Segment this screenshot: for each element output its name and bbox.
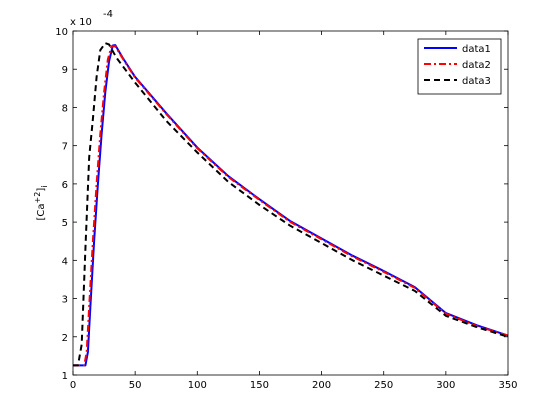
y-tick-label: 3	[62, 295, 68, 306]
y-exponent-prefix: x 10	[70, 17, 92, 28]
y-tick-label: 8	[62, 103, 68, 114]
legend-label: data3	[462, 76, 491, 87]
tick-labels: 0 50 100 150 200 250 300 350 1 2 3 4 5 6 7 8 9 10	[55, 27, 517, 391]
y-axis-label: [Ca+2]i	[33, 186, 49, 221]
series-layer	[73, 42, 509, 367]
y-tick-label: 2	[62, 333, 68, 344]
y-exponent-power: -4	[103, 9, 113, 20]
legend-label: data2	[462, 60, 491, 71]
legend-label: data1	[462, 44, 491, 55]
y-tick-label: 4	[62, 256, 68, 267]
y-tick-label: 7	[62, 142, 68, 153]
plot-frame	[72, 30, 509, 376]
y-tick-label: 5	[62, 218, 68, 229]
series-line-data2	[73, 45, 509, 367]
x-tick-label: 0	[70, 380, 76, 391]
x-tick-label: 200	[312, 380, 331, 391]
y-tick-label: 9	[62, 65, 68, 76]
y-tick-label: 10	[55, 27, 68, 38]
x-tick-label: 350	[498, 380, 517, 391]
x-tick-label: 150	[250, 380, 269, 391]
x-tick-label: 100	[188, 380, 207, 391]
ticks-layer	[72, 30, 509, 376]
legend: data1 data2 data3	[417, 38, 502, 95]
y-tick-label: 6	[62, 180, 68, 191]
y-tick-label: 1	[62, 371, 68, 382]
y-exponent-label: x 10 -4	[70, 9, 113, 28]
x-tick-label: 250	[374, 380, 393, 391]
x-tick-label: 50	[129, 380, 142, 391]
svg-text:-4: -4	[103, 9, 113, 20]
series-line-data3	[73, 42, 509, 367]
x-tick-label: 300	[436, 380, 455, 391]
svg-text:x 10: x 10	[70, 17, 92, 28]
